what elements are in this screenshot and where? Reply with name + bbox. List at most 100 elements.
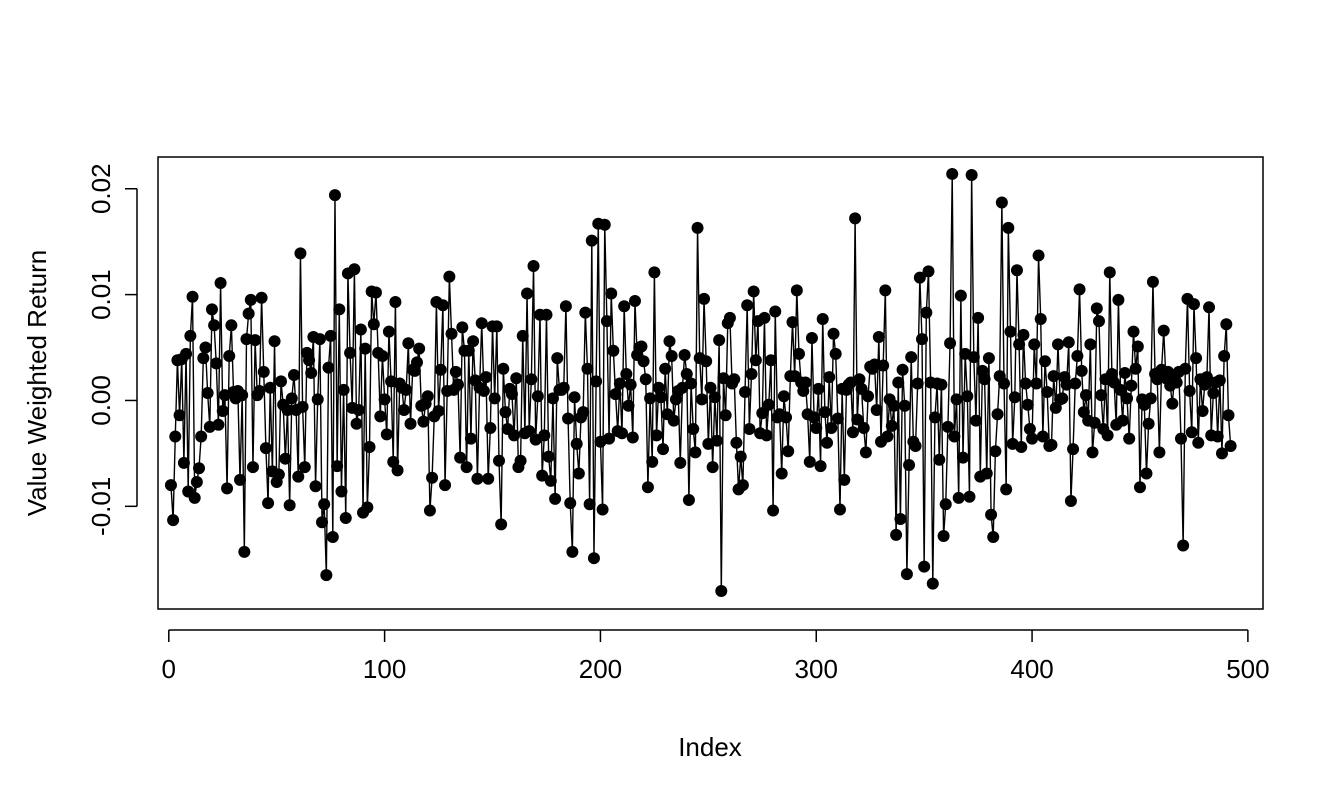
data-point xyxy=(262,497,275,510)
data-point xyxy=(937,529,950,542)
data-point xyxy=(1088,416,1101,429)
data-point xyxy=(814,460,827,473)
data-point xyxy=(816,312,829,325)
data-point xyxy=(205,303,218,316)
data-point xyxy=(967,351,980,364)
data-point xyxy=(747,285,760,298)
data-point xyxy=(879,284,892,297)
x-tick-label: 300 xyxy=(795,654,838,684)
data-point xyxy=(821,436,834,449)
data-point xyxy=(667,414,680,427)
data-point xyxy=(825,421,838,434)
data-point xyxy=(792,347,805,360)
data-point xyxy=(1086,446,1099,459)
data-point xyxy=(210,357,223,370)
data-point xyxy=(1192,436,1205,449)
data-point xyxy=(570,437,583,450)
data-point xyxy=(1067,443,1080,456)
data-point xyxy=(812,382,825,395)
data-point xyxy=(1200,371,1213,384)
data-point xyxy=(961,390,974,403)
data-point xyxy=(678,348,691,361)
data-point xyxy=(480,371,493,384)
data-point xyxy=(985,508,998,521)
data-point xyxy=(777,390,790,403)
data-point xyxy=(566,545,579,558)
y-tick-label: 0.01 xyxy=(86,269,116,320)
data-point xyxy=(1196,405,1209,418)
data-point xyxy=(872,330,885,343)
data-point xyxy=(309,480,322,493)
data-point xyxy=(527,260,540,273)
data-point xyxy=(805,332,818,345)
data-point xyxy=(590,375,603,388)
data-point xyxy=(402,337,415,350)
data-point xyxy=(257,365,270,378)
data-point xyxy=(499,406,512,419)
data-point xyxy=(1170,376,1183,389)
data-point xyxy=(488,392,501,405)
data-point xyxy=(374,410,387,423)
data-point xyxy=(987,531,1000,544)
data-point xyxy=(544,474,557,487)
data-point xyxy=(616,427,629,440)
data-series xyxy=(164,167,1237,597)
data-point xyxy=(391,464,404,477)
data-point xyxy=(1000,483,1013,496)
data-point xyxy=(851,413,864,426)
data-point xyxy=(585,234,598,247)
data-point xyxy=(389,296,402,309)
data-point xyxy=(780,411,793,424)
data-point xyxy=(646,455,659,468)
data-point xyxy=(1036,430,1049,443)
data-point xyxy=(1015,441,1028,454)
data-point xyxy=(313,333,326,346)
data-point xyxy=(253,384,266,397)
data-point xyxy=(700,355,713,368)
data-point xyxy=(331,460,344,473)
data-point xyxy=(1207,387,1220,400)
data-point xyxy=(324,329,337,342)
data-point xyxy=(577,406,590,419)
data-point xyxy=(186,290,199,303)
data-point xyxy=(998,377,1011,390)
data-point xyxy=(1062,336,1075,349)
data-point xyxy=(169,430,182,443)
data-point xyxy=(436,299,449,312)
data-point xyxy=(657,443,670,456)
data-point xyxy=(609,388,622,401)
data-point xyxy=(221,482,234,495)
data-point xyxy=(786,316,799,329)
data-point xyxy=(736,479,749,492)
data-point xyxy=(650,429,663,442)
data-point xyxy=(434,363,447,376)
data-point xyxy=(337,383,350,396)
data-point xyxy=(568,391,581,404)
data-point xyxy=(948,430,961,443)
data-point xyxy=(741,299,754,312)
data-point xyxy=(475,317,488,330)
data-point xyxy=(859,446,872,459)
data-point xyxy=(982,352,995,365)
data-point xyxy=(505,388,518,401)
data-point xyxy=(719,409,732,422)
x-axis: 0 100 200 300 400 500 xyxy=(162,629,1270,684)
data-point xyxy=(1017,328,1030,341)
x-tick-label: 200 xyxy=(579,654,622,684)
data-point xyxy=(255,291,268,304)
data-point xyxy=(689,446,702,459)
data-point xyxy=(516,329,529,342)
data-point xyxy=(1129,362,1142,375)
data-point xyxy=(756,407,769,420)
data-point xyxy=(318,498,331,511)
data-point xyxy=(1121,392,1134,405)
data-point xyxy=(963,490,976,503)
data-point xyxy=(216,405,229,418)
data-point xyxy=(173,409,186,422)
data-point xyxy=(838,473,851,486)
data-point xyxy=(1019,377,1032,390)
data-point xyxy=(900,568,913,581)
data-point xyxy=(514,454,527,467)
data-point xyxy=(605,287,618,300)
data-point xyxy=(410,356,423,369)
